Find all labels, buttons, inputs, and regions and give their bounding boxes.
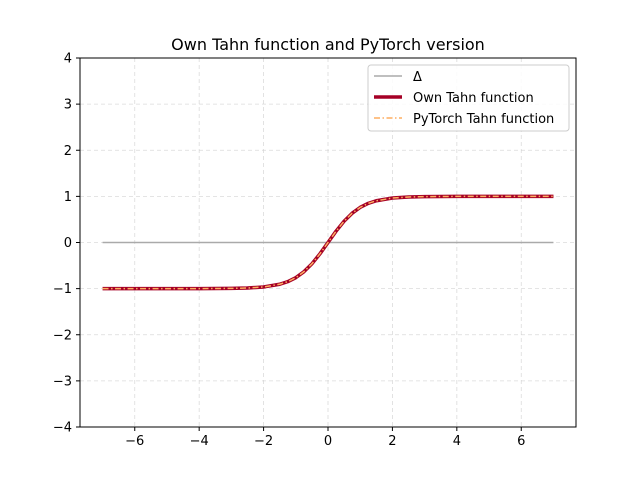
y-tick-label: −3 <box>53 374 72 389</box>
y-tick-label: −4 <box>53 421 72 436</box>
x-tick-label: 0 <box>324 434 332 449</box>
x-tick-label: 4 <box>453 434 461 449</box>
y-tick-label: 2 <box>64 144 72 159</box>
legend-label-own-tanh: Own Tahn function <box>413 91 534 106</box>
y-tick-label: 4 <box>64 52 72 67</box>
legend: Δ Own Tahn function PyTorch Tahn functio… <box>367 64 570 132</box>
x-tick-label: −6 <box>125 434 144 449</box>
plot-series <box>102 194 554 291</box>
y-tick-label: 3 <box>64 98 72 113</box>
x-tick-label: 6 <box>517 434 525 449</box>
x-tick-label: −2 <box>254 434 273 449</box>
chart-title: Own Tahn function and PyTorch version <box>171 35 485 54</box>
legend-label-pytorch-tanh: PyTorch Tahn function <box>413 112 554 127</box>
legend-label-delta: Δ <box>413 70 422 85</box>
y-tick-label: 1 <box>64 190 72 205</box>
y-tick-label: −2 <box>53 328 72 343</box>
pytorch-tanh-line <box>102 195 554 290</box>
x-tick-label: 2 <box>388 434 396 449</box>
y-tick-label: 0 <box>64 236 72 251</box>
axis-ticks: −6 −4 −2 0 2 4 6 −4 −3 −2 −1 0 1 2 3 4 <box>53 52 526 450</box>
legend-box <box>367 64 570 132</box>
y-tick-label: −1 <box>53 282 72 297</box>
x-tick-label: −4 <box>190 434 209 449</box>
